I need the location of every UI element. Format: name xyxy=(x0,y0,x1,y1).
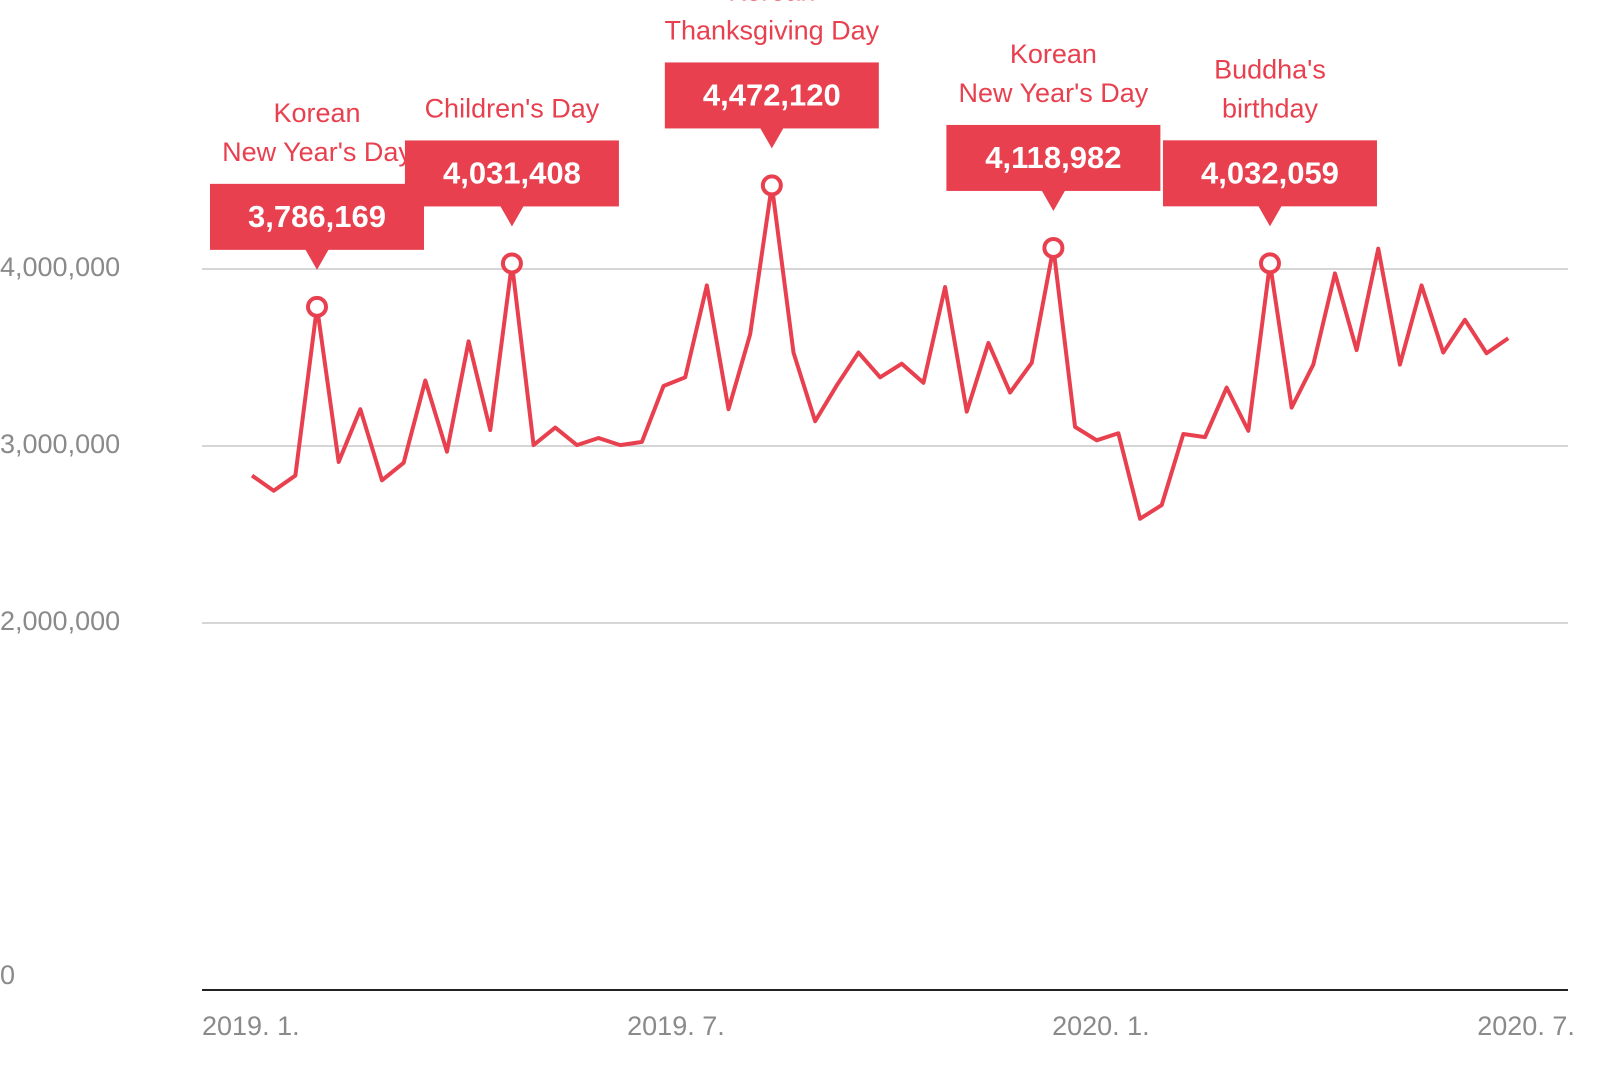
highlight-marker xyxy=(760,174,783,197)
highlight-marker xyxy=(500,252,523,275)
callout-pointer xyxy=(759,127,784,149)
value-label: 3,786,169 xyxy=(248,199,386,234)
callout-box xyxy=(946,124,1161,191)
annotation: Children's Day xyxy=(425,94,600,124)
annotation: birthday xyxy=(1222,93,1319,123)
y-tick-label: 2,000,000 xyxy=(0,606,120,636)
x-tick-label: 2019. 7. xyxy=(627,1011,725,1041)
highlight-marker xyxy=(306,295,329,318)
value-label: 4,031,408 xyxy=(443,156,581,191)
value-label: 4,118,982 xyxy=(985,140,1121,175)
highlight-marker xyxy=(1042,236,1065,259)
callout-box xyxy=(1162,140,1377,207)
x-tick-label: 2020. 1. xyxy=(1052,1011,1150,1041)
callout-pointer xyxy=(499,205,524,227)
annotation: New Year's Day xyxy=(959,78,1149,108)
y-tick-label: 0 xyxy=(0,960,15,990)
annotation: New Year's Day xyxy=(222,137,412,167)
annotation: Korean xyxy=(1010,39,1097,69)
x-tick-label: 2019. 1. xyxy=(202,1011,300,1041)
value-label: 4,032,059 xyxy=(1201,156,1339,191)
annotation: Korean xyxy=(728,0,815,7)
callout-box xyxy=(404,140,619,207)
annotation: Thanksgiving Day xyxy=(665,16,880,46)
callout-pointer xyxy=(305,248,330,270)
callout-pointer xyxy=(1041,189,1066,211)
callout-box xyxy=(664,62,879,129)
y-tick-label: 4,000,000 xyxy=(0,252,120,282)
callout-pointer xyxy=(1257,205,1282,227)
value-label: 4,472,120 xyxy=(703,78,841,113)
x-tick-label: 2020. 7. xyxy=(1477,1011,1575,1041)
annotation: Buddha's xyxy=(1214,54,1326,84)
highlight-marker xyxy=(1258,252,1281,275)
annotation: Korean xyxy=(273,98,360,128)
callout-box xyxy=(210,183,425,250)
data-line xyxy=(250,183,1510,521)
y-tick-label: 3,000,000 xyxy=(0,429,120,459)
